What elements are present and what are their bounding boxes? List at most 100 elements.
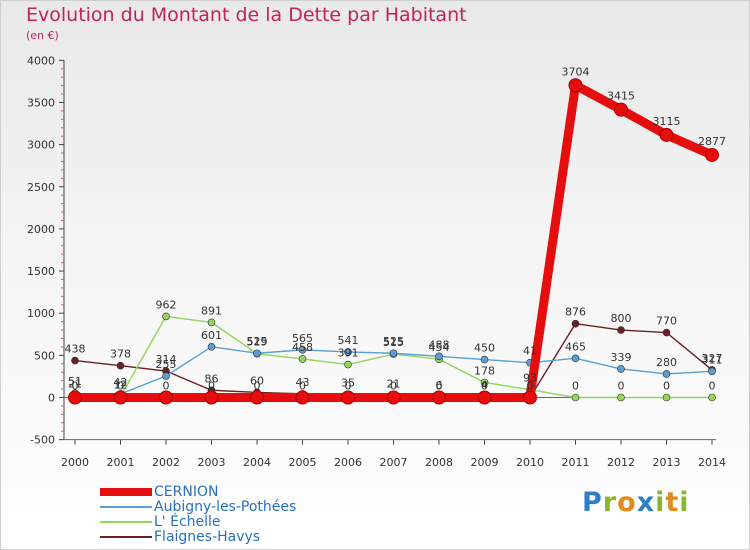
data-label: 800 <box>611 312 632 325</box>
data-point <box>617 326 625 334</box>
data-label: 0 <box>72 380 79 393</box>
data-label: 525 <box>247 335 268 348</box>
data-point <box>162 372 170 380</box>
data-label: 6 <box>436 379 443 392</box>
data-label: 2877 <box>698 135 726 148</box>
data-label: 0 <box>618 380 625 393</box>
data-point <box>386 390 401 405</box>
legend-label-aubigny: Aubigny-les-Pothées <box>154 499 297 515</box>
y-tick-label: 3500 <box>27 96 55 109</box>
data-label: 41 <box>523 345 537 358</box>
data-point <box>204 390 219 405</box>
data-label: 438 <box>65 343 86 356</box>
legend-item-cernion: CERNION <box>100 484 360 500</box>
legend-item-echelle: L' Échelle <box>100 514 360 530</box>
data-point <box>480 355 489 364</box>
data-point <box>708 393 716 402</box>
data-label: 0 <box>208 380 215 393</box>
data-label: 42 <box>114 376 128 389</box>
x-tick-label: 2014 <box>698 456 726 469</box>
data-label: 962 <box>156 298 177 311</box>
data-label: 35 <box>341 377 355 390</box>
data-point <box>571 393 580 402</box>
x-tick-label: 2006 <box>334 456 362 469</box>
legend-item-flaignes: Flaignes-Havys <box>100 529 360 545</box>
data-point <box>432 390 446 405</box>
unit-label: (en €) <box>26 29 59 42</box>
data-label: 0 <box>481 380 488 393</box>
data-point <box>207 318 216 327</box>
y-tick-label: 500 <box>34 349 55 362</box>
data-point <box>162 312 170 321</box>
data-point <box>298 355 307 363</box>
legend-label-cernion: CERNION <box>154 484 219 500</box>
y-tick-label: 1000 <box>27 307 55 320</box>
data-label: 601 <box>201 329 222 342</box>
data-label: 0 <box>436 380 443 393</box>
data-point <box>250 390 264 405</box>
data-point <box>253 349 261 358</box>
data-point <box>662 370 671 378</box>
data-label: 12 <box>114 378 128 391</box>
data-label: 0 <box>572 380 579 393</box>
data-label: 255 <box>156 358 177 371</box>
legend-item-aubigny: Aubigny-les-Pothées <box>100 499 360 515</box>
data-label: 458 <box>292 341 313 354</box>
data-label: 565 <box>292 332 313 345</box>
x-tick-label: 2002 <box>152 456 180 469</box>
data-label: 525 <box>383 335 404 348</box>
data-point <box>207 343 216 351</box>
data-label: 3115 <box>653 115 681 128</box>
data-label: 311 <box>702 353 723 366</box>
x-tick-label: 2010 <box>516 456 544 469</box>
x-tick-label: 2011 <box>562 456 590 469</box>
legend-swatch-echelle <box>100 521 152 523</box>
data-label: 450 <box>474 342 495 355</box>
data-label: 314 <box>156 353 177 366</box>
data-point <box>705 147 719 162</box>
data-label: 21 <box>68 378 82 391</box>
data-point <box>68 390 82 405</box>
legend-label-echelle: L' Échelle <box>154 514 221 530</box>
data-point <box>116 361 125 370</box>
x-tick-label: 2003 <box>198 456 226 469</box>
data-point <box>295 390 310 405</box>
y-tick-label: -500 <box>30 434 55 447</box>
data-label: 0 <box>709 380 716 393</box>
data-label: 327 <box>702 352 723 365</box>
data-label: 465 <box>565 340 586 353</box>
data-label: 488 <box>429 338 450 351</box>
data-label: 0 <box>299 380 306 393</box>
data-point <box>71 356 79 365</box>
y-tick-label: 1500 <box>27 265 55 278</box>
x-tick-label: 2007 <box>380 456 408 469</box>
data-label: 93 <box>523 372 537 385</box>
data-label: 3704 <box>562 65 590 78</box>
x-tick-label: 2004 <box>243 456 271 469</box>
y-tick-label: 0 <box>48 392 55 405</box>
y-tick-label: 2500 <box>27 181 55 194</box>
data-point <box>298 346 307 354</box>
data-point <box>571 319 580 328</box>
x-tick-label: 2012 <box>607 456 635 469</box>
data-label: 378 <box>110 348 131 361</box>
data-label: 0 <box>163 380 170 393</box>
data-point <box>480 378 489 387</box>
legend-swatch-flaignes <box>100 536 152 538</box>
data-point <box>662 393 671 402</box>
x-tick-label: 2000 <box>61 456 89 469</box>
data-point <box>617 393 625 402</box>
data-point <box>614 102 628 117</box>
data-label: 0 <box>345 380 352 393</box>
data-point <box>341 390 355 405</box>
y-tick-label: 4000 <box>27 54 55 67</box>
data-label: 339 <box>611 351 632 364</box>
data-point <box>477 390 492 405</box>
data-label: 4 <box>481 379 488 392</box>
data-label: 0 <box>663 380 670 393</box>
chart-title: Evolution du Montant de la Dette par Hab… <box>26 4 467 26</box>
legend-swatch-cernion <box>100 488 152 496</box>
data-label: 86 <box>205 372 219 385</box>
data-label: 0 <box>390 380 397 393</box>
